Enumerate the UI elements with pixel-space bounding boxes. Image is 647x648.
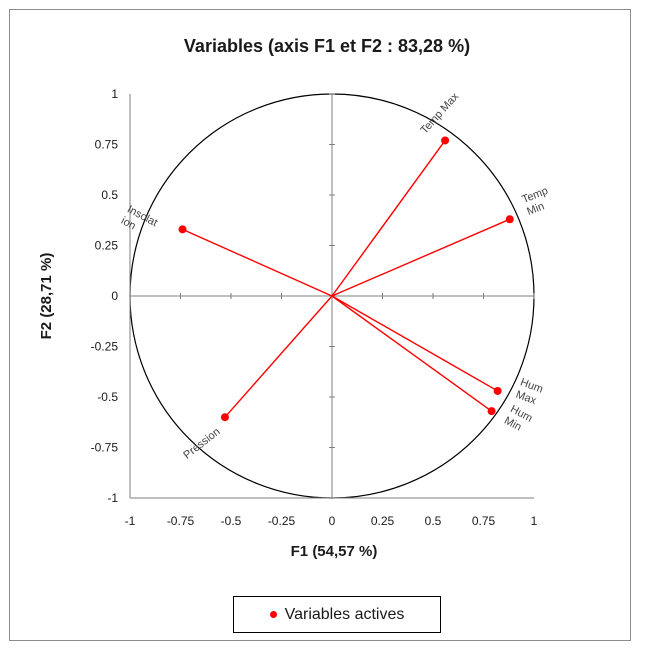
x-tick-label: -0.25: [268, 514, 296, 528]
vector-line: [331, 295, 492, 412]
point-label-line: Temp Max: [418, 90, 461, 136]
vector-line: [331, 218, 511, 297]
y-tick-label: -0.75: [91, 441, 119, 455]
x-tick-label: -0.5: [221, 514, 242, 528]
y-axis-title: F2 (28,71 %): [38, 253, 55, 340]
y-tick-label: 0.5: [101, 188, 118, 202]
y-tick-label: 0: [111, 289, 118, 303]
chart-frame: [9, 9, 631, 641]
y-tick-label: 0.75: [95, 138, 119, 152]
vector-line: [182, 228, 333, 297]
x-tick-label: 0.75: [472, 514, 496, 528]
data-point: [487, 407, 496, 416]
point-label: TempMin: [520, 185, 554, 218]
plot-area: -1 -0.75 -0.5 -0.25 0 0.25 0.5 0.75 1 1 0.75 0.5 0.2…: [91, 87, 554, 528]
y-tick-label: -0.5: [97, 390, 118, 404]
data-point: [493, 386, 502, 395]
x-tick-label: 0.5: [425, 514, 442, 528]
x-tick-label: -1: [125, 514, 136, 528]
point-label: HumMax: [514, 376, 544, 407]
chart-title: Variables (axis F1 et F2 : 83,28 %): [184, 36, 470, 56]
x-tick-label: 1: [531, 514, 538, 528]
data-point: [220, 413, 229, 422]
y-tick-label: 0.25: [95, 239, 119, 253]
x-tick-label: -0.75: [167, 514, 195, 528]
legend-marker-icon: [269, 611, 277, 618]
vector-line: [331, 295, 498, 392]
legend-label: Variables actives: [284, 605, 405, 623]
point-label: Pression: [181, 426, 222, 462]
y-tick-label: 1: [111, 87, 118, 101]
y-tick-label: -0.25: [91, 340, 119, 354]
vector-line: [331, 140, 446, 297]
legend: Variables actives: [233, 596, 441, 633]
x-tick-label: 0.25: [371, 514, 395, 528]
vector-line: [224, 295, 333, 418]
x-axis-title: F1 (54,57 %): [291, 543, 378, 560]
x-tick-label: 0: [329, 514, 336, 528]
point-label: Temp Max: [418, 90, 461, 136]
data-point: [178, 225, 187, 234]
data-point: [441, 136, 450, 145]
data-point: [505, 215, 514, 224]
point-label: HumMin: [502, 403, 534, 436]
y-tick-label: -1: [107, 491, 118, 505]
point-label-line: Pression: [181, 426, 222, 462]
